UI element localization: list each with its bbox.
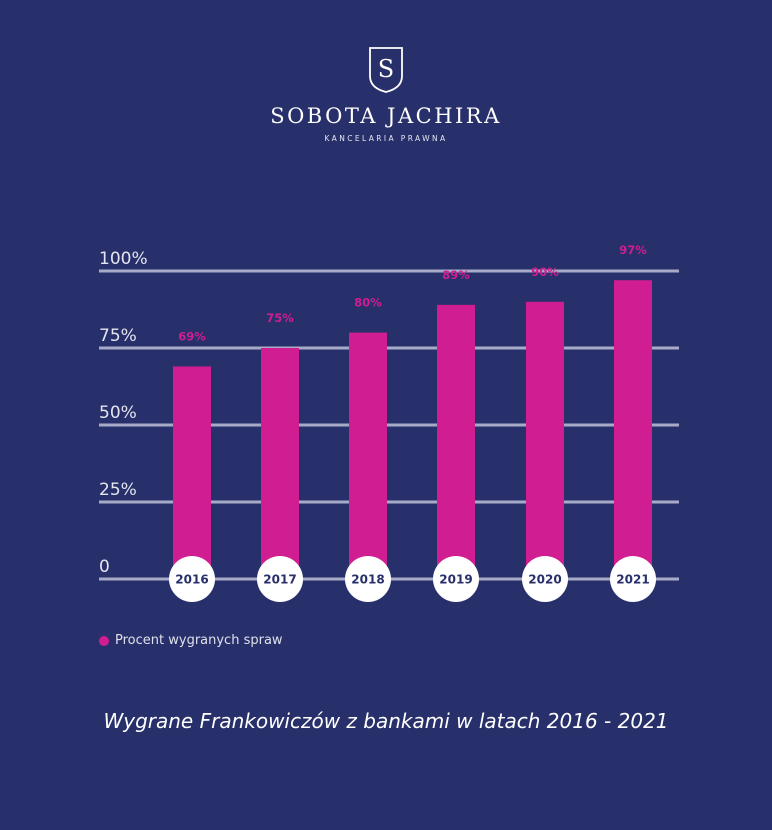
year-badge xyxy=(610,556,656,602)
brand-name: SOBOTA JACHIRA xyxy=(270,104,502,128)
year-badge xyxy=(522,556,568,602)
y-tick-label: 75% xyxy=(99,326,137,346)
x-tick-label: 2017 xyxy=(263,573,296,587)
chart-legend: Procent wygranych spraw xyxy=(99,633,283,648)
bar xyxy=(173,366,211,579)
bar-value-label: 90% xyxy=(531,265,559,279)
bar-value-label: 89% xyxy=(442,268,470,282)
year-badge xyxy=(433,556,479,602)
bar xyxy=(437,304,475,579)
year-badge xyxy=(345,556,391,602)
bar-value-label: 80% xyxy=(354,296,382,310)
y-tick-label: 100% xyxy=(99,249,148,269)
brand-logo: S SOBOTA JACHIRA KANCELARIA PRAWNA xyxy=(0,46,772,143)
x-tick-label: 2019 xyxy=(439,573,472,587)
year-badge xyxy=(257,556,303,602)
legend-swatch xyxy=(99,635,109,646)
svg-text:S: S xyxy=(378,55,394,83)
bar-value-label: 75% xyxy=(266,311,294,325)
chart-title: Wygrane Frankowiczów z bankami w latach … xyxy=(103,709,669,733)
y-tick-label: 0 xyxy=(99,557,110,577)
x-tick-label: 2018 xyxy=(351,573,384,587)
bar xyxy=(261,348,299,579)
x-tick-label: 2020 xyxy=(528,573,561,587)
shield-s-icon: S xyxy=(369,47,403,93)
year-badge xyxy=(169,556,215,602)
bar xyxy=(614,280,652,579)
x-tick-label: 2016 xyxy=(175,573,208,587)
bar xyxy=(526,301,564,579)
x-tick-label: 2021 xyxy=(616,573,649,587)
bar xyxy=(349,332,387,579)
y-tick-label: 50% xyxy=(99,403,137,423)
brand-subtitle: KANCELARIA PRAWNA xyxy=(324,134,448,143)
y-tick-label: 25% xyxy=(99,480,137,500)
bar-value-label: 97% xyxy=(619,243,647,257)
legend-label: Procent wygranych spraw xyxy=(115,633,283,648)
bar-value-label: 69% xyxy=(178,329,206,343)
